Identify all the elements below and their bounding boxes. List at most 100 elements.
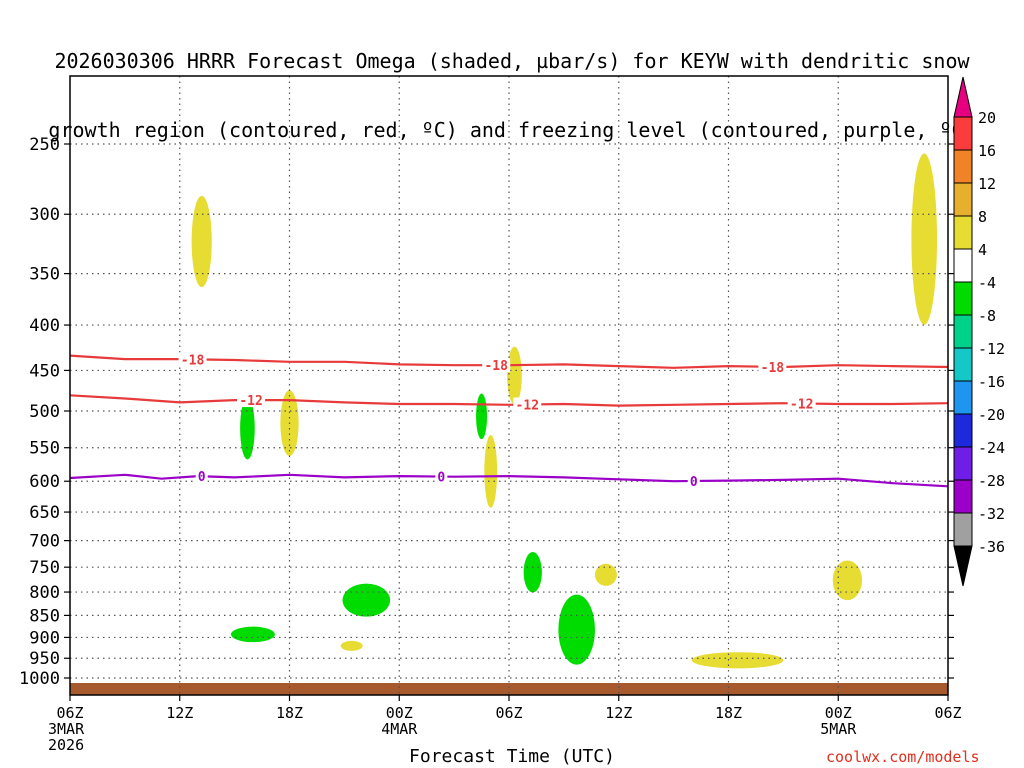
x-tick-label-1-0: 12Z (166, 704, 193, 722)
contour-label-bg-1-1 (513, 397, 542, 412)
colorbar-label-2: 12 (978, 175, 996, 193)
contour-0: -18 -18 -18 (69, 352, 949, 376)
contour-1: -12 -12 -12 (69, 393, 949, 414)
colorbar-box-0 (953, 116, 973, 151)
y-axis: 2503003504004505005506006507007508008509… (19, 135, 954, 689)
y-tick-label-1000: 1000 (19, 669, 60, 689)
omega-cell-13 (832, 560, 863, 601)
x-tick-label-4-0: 06Z (495, 704, 522, 722)
y-tick-label-800: 800 (29, 583, 60, 603)
y-tick-label-950: 950 (29, 649, 60, 669)
chart-title: 2026030306 HRRR Forecast Omega (shaded, … (0, 4, 1024, 165)
contour-line-1 (69, 394, 949, 407)
colorbar-label-10: -24 (978, 439, 1005, 457)
colorbar-label-11: -28 (978, 472, 1005, 490)
x-tick-label-0-1: 3MAR (48, 720, 85, 738)
omega-cell-12 (691, 652, 784, 669)
omega-cell-11 (594, 563, 617, 586)
contour-2: 0 0 0 (69, 469, 949, 490)
contour-label-2-1: 0 (437, 471, 445, 486)
colorbar-label-0: 20 (978, 109, 996, 127)
colorbar: 20 16 12 8 4 -4 -8 -12 -16 -20 -24 -28 -32 -36 (953, 76, 1005, 587)
colorbar-label-12: -32 (978, 505, 1005, 523)
omega-shading (191, 153, 938, 669)
x-tick-label-3-0: 00Z (386, 704, 413, 722)
colorbar-box-11 (953, 479, 973, 514)
credit-label: coolwx.com/models (826, 748, 980, 766)
contour-label-bg-1-0 (237, 393, 266, 408)
x-tick-label-6-0: 18Z (715, 704, 742, 722)
y-tick-label-700: 700 (29, 532, 60, 552)
colorbar-box-6 (953, 314, 973, 349)
omega-cell-14 (911, 153, 938, 325)
colorbar-box-1 (953, 149, 973, 184)
colorbar-box-9 (953, 413, 973, 448)
x-tick-label-3-1: 4MAR (381, 720, 418, 738)
contour-label-bg-0-2 (758, 359, 787, 374)
y-tick-label-750: 750 (29, 558, 60, 578)
contour-label-2-0: 0 (198, 470, 206, 485)
omega-cell-7 (484, 435, 498, 508)
omega-cell-8 (507, 346, 522, 405)
contour-label-2-2: 0 (690, 475, 698, 490)
colorbar-arrow-bottom (953, 545, 973, 587)
colorbar-box-8 (953, 380, 973, 415)
omega-cell-0 (191, 195, 212, 288)
omega-cell-1 (240, 397, 255, 460)
colorbar-label-4: 4 (978, 241, 987, 259)
colorbar-arrow-top (953, 76, 973, 118)
colorbar-box-2 (953, 182, 973, 217)
contour-label-0-1: -18 (484, 359, 508, 374)
colorbar-label-6: -8 (978, 307, 996, 325)
contour-label-bg-0-0 (178, 352, 207, 367)
title-line-2: growth region (contoured, red, ºC) and f… (48, 118, 976, 142)
colorbar-box-3 (953, 215, 973, 250)
y-tick-label-550: 550 (29, 439, 60, 459)
colorbar-box-12 (953, 512, 973, 547)
contour-label-bg-2-0 (195, 469, 208, 484)
grid-lines (70, 76, 948, 695)
contour-label-0-2: -18 (761, 361, 785, 376)
y-tick-label-450: 450 (29, 361, 60, 381)
colorbar-label-7: -12 (978, 340, 1005, 358)
x-tick-label-5-0: 12Z (605, 704, 632, 722)
colorbar-label-13: -36 (978, 538, 1005, 556)
y-tick-label-400: 400 (29, 316, 60, 336)
contour-label-1-1: -12 (516, 399, 539, 414)
omega-cell-6 (476, 393, 488, 440)
omega-cell-9 (523, 551, 542, 593)
title-line-1: 2026030306 HRRR Forecast Omega (shaded, … (54, 49, 970, 73)
contour-label-1-2: -12 (790, 397, 813, 412)
colorbar-box-5 (953, 281, 973, 316)
colorbar-box-7 (953, 347, 973, 382)
x-tick-label-0-2: 2026 (48, 736, 84, 754)
y-tick-label-900: 900 (29, 628, 60, 648)
omega-cell-4 (340, 640, 363, 651)
contour-label-bg-0-1 (482, 358, 511, 373)
contour-label-bg-2-1 (435, 469, 448, 484)
x-tick-label-0-0: 06Z (56, 704, 83, 722)
contour-label-bg-2-2 (687, 473, 700, 488)
contour-label-1-0: -12 (239, 394, 262, 409)
y-tick-label-250: 250 (29, 135, 60, 155)
omega-cell-3 (230, 626, 275, 643)
y-tick-label-500: 500 (29, 402, 60, 422)
omega-cell-10 (558, 594, 595, 665)
omega-cell-5 (342, 583, 391, 617)
colorbar-label-9: -20 (978, 406, 1005, 424)
x-tick-label-2-0: 18Z (276, 704, 303, 722)
colorbar-label-3: 8 (978, 208, 987, 226)
x-tick-label-7-1: 5MAR (820, 720, 857, 738)
contour-label-0-0: -18 (181, 353, 205, 368)
colorbar-box-4 (953, 248, 973, 283)
contour-label-bg-1-2 (787, 396, 816, 411)
colorbar-box-10 (953, 446, 973, 481)
y-tick-label-600: 600 (29, 472, 60, 492)
colorbar-label-8: -16 (978, 373, 1005, 391)
x-tick-label-7-0: 00Z (825, 704, 852, 722)
y-tick-label-650: 650 (29, 503, 60, 523)
colorbar-label-1: 16 (978, 142, 996, 160)
y-tick-label-850: 850 (29, 606, 60, 626)
colorbar-label-5: -4 (978, 274, 996, 292)
